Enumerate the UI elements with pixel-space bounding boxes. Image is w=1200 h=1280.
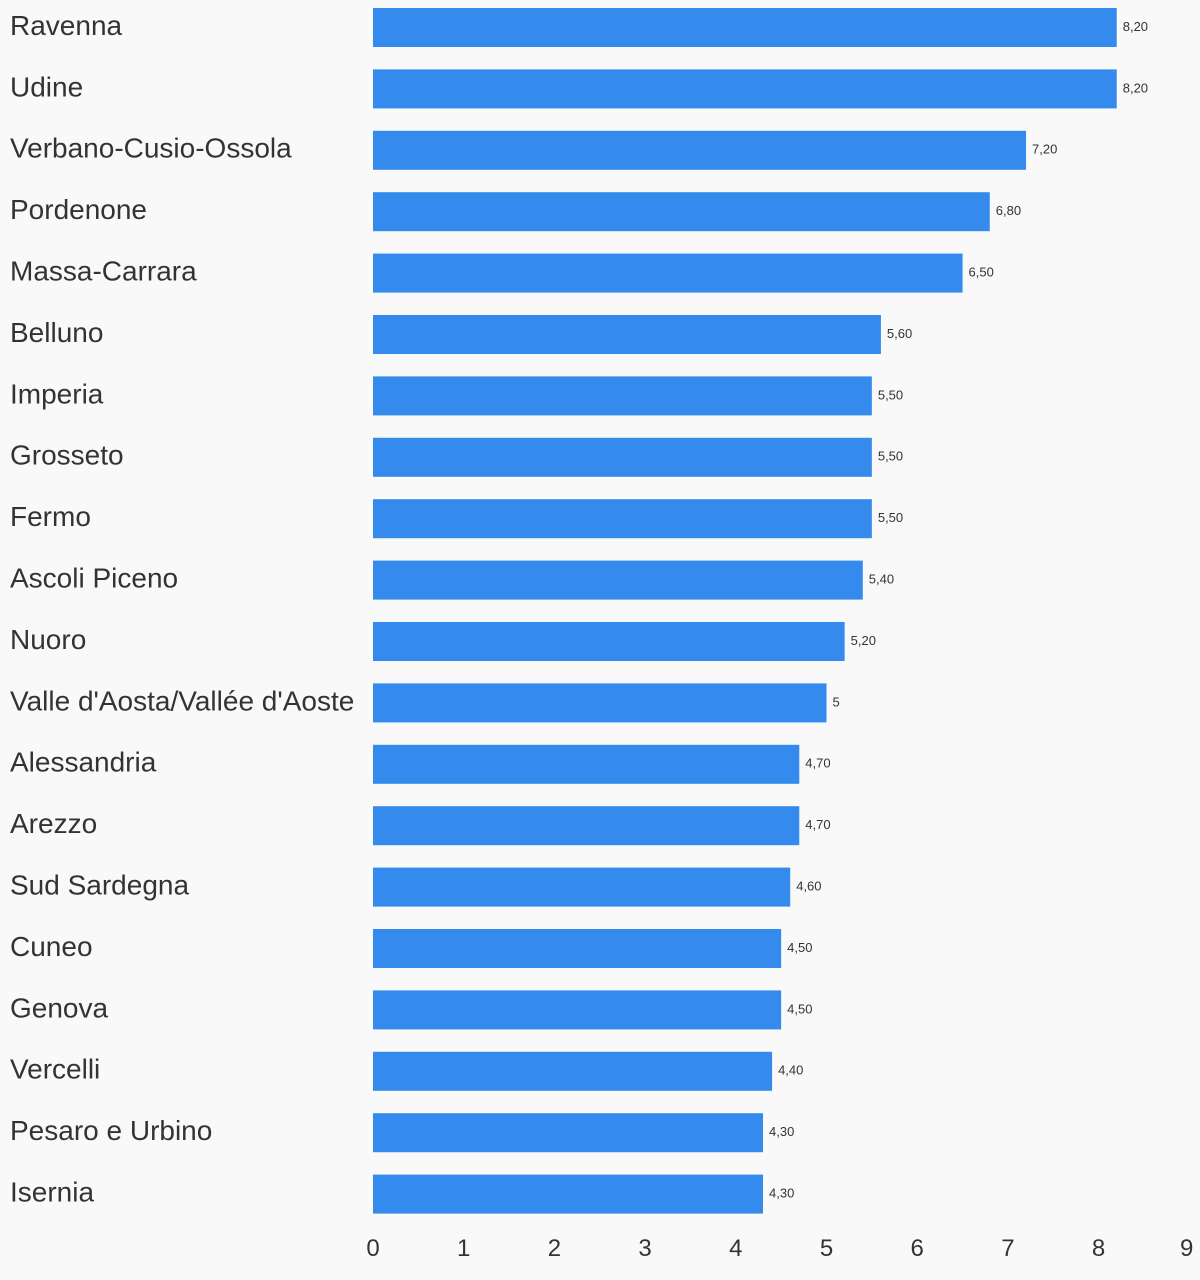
category-label: Isernia [10,1176,94,1207]
x-tick-label: 3 [638,1235,651,1262]
bar [373,683,827,723]
x-tick-label: 8 [1092,1235,1105,1262]
category-label: Arezzo [10,808,97,839]
category-label: Ravenna [10,10,123,41]
category-label: Vercelli [10,1054,100,1085]
category-label: Verbano-Cusio-Ossola [10,133,292,164]
x-tick-label: 9 [1180,1235,1193,1262]
x-tick-label: 4 [729,1235,742,1262]
category-label: Pesaro e Urbino [10,1115,212,1146]
category-label: Grosseto [10,440,124,471]
bar [373,437,872,477]
value-labels: 8,20 8,20 7,20 6,80 6,50 5,60 5,50 5,50 5,50 5,40… [769,19,1148,1201]
x-tick-label: 7 [1001,1235,1014,1262]
bar [373,69,1117,109]
bar-value-label: 4,70 [805,817,830,832]
bar [373,253,963,293]
bar [373,376,872,416]
bar [373,622,845,661]
bar [373,315,881,354]
bar-value-label: 5,60 [887,326,912,341]
bar-value-label: 4,40 [778,1063,803,1078]
bar [373,744,800,784]
bar-value-label: 4,60 [796,879,821,894]
bar [373,499,872,539]
bar-value-label: 5,40 [869,572,894,587]
x-tick-label: 6 [911,1235,924,1262]
category-label: Genova [10,992,108,1023]
bar-value-label: 5 [833,694,840,709]
category-label: Massa-Carrara [10,255,197,286]
category-label: Sud Sardegna [10,869,189,900]
bar-value-label: 4,70 [805,756,830,771]
bar [373,130,1027,170]
bar-value-label: 4,30 [769,1186,794,1201]
category-label: Pordenone [10,194,147,225]
bar [373,560,863,600]
category-label: Alessandria [10,747,157,778]
bar-value-label: 5,50 [878,510,903,525]
bar-value-label: 4,30 [769,1124,794,1139]
bar-value-label: 7,20 [1032,142,1057,157]
bar [373,1174,764,1214]
bar [373,8,1117,47]
category-label: Ascoli Piceno [10,562,178,593]
category-labels: Ravenna Udine Verbano-Cusio-Ossola Pordenon… [10,10,354,1208]
bar [373,806,800,846]
category-label: Cuneo [10,931,93,962]
bar-value-label: 5,20 [851,633,876,648]
x-tick-label: 5 [820,1235,833,1262]
bar-value-label: 8,20 [1123,80,1148,95]
bar-value-label: 4,50 [787,940,812,955]
x-tick-label: 1 [457,1235,470,1262]
category-label: Imperia [10,378,104,409]
bar [373,929,782,968]
x-tick-label: 2 [548,1235,561,1262]
bar [373,192,990,232]
bar-value-label: 4,50 [787,1001,812,1016]
bar-value-label: 6,80 [996,203,1021,218]
category-label: Valle d'Aosta/Vallée d'Aoste [10,685,354,716]
category-label: Nuoro [10,624,86,655]
category-label: Udine [10,71,83,102]
bar [373,1051,773,1091]
bar [373,1113,764,1153]
bar [373,867,791,907]
bars-group [373,8,1117,1214]
bar-value-label: 6,50 [969,265,994,280]
bar [373,990,782,1030]
bar-value-label: 5,50 [878,449,903,464]
bar-value-label: 5,50 [878,387,903,402]
category-label: Belluno [10,317,103,348]
x-tick-label: 0 [366,1235,379,1262]
x-axis-ticks: 0 1 2 3 4 5 6 7 8 9 [366,1235,1193,1262]
category-label: Fermo [10,501,91,532]
bar-value-label: 8,20 [1123,19,1148,34]
